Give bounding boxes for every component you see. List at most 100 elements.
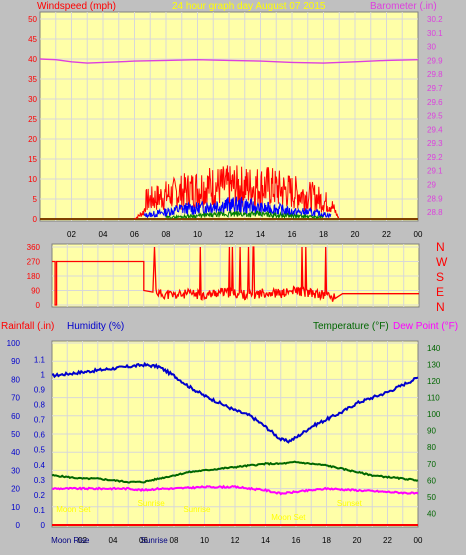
wind-time-tick-labels: 02 04 06 08 10 12 14 16 18 20 22 00 — [67, 230, 423, 239]
barometer-axis-title: Barometer (.in) — [370, 1, 437, 12]
humidity-tick-label: 0 — [16, 521, 21, 530]
humidity-tick-label: 70 — [11, 394, 20, 403]
time-tick-label: 04 — [109, 536, 118, 545]
windavg-line — [165, 209, 324, 220]
time-tick-label: 14 — [256, 230, 265, 239]
dewpoint-line — [51, 484, 419, 496]
humidity-tick-label: 60 — [11, 412, 20, 421]
astro-annotation: Moon Set — [271, 513, 306, 522]
temp-series — [51, 361, 419, 526]
time-tick-label: 22 — [383, 536, 392, 545]
humidity-tick-label: 90 — [11, 357, 20, 366]
windspeed-axis-title: Windspeed (mph) — [37, 1, 116, 12]
temperature-tick-label: 90 — [427, 427, 436, 436]
rainfall-tick-label: 0.2 — [34, 491, 46, 500]
astro-bottom-label: Sunrise — [141, 536, 169, 545]
temperature-tick-labels: 40 50 60 70 80 90 100 110 120 130 140 — [427, 344, 441, 518]
humidity-tick-label: 20 — [11, 485, 20, 494]
time-tick-label: 20 — [353, 536, 362, 545]
rainfall-tick-label: 0.8 — [34, 401, 46, 410]
humidity-tick-label: 10 — [11, 503, 20, 512]
barometer-tick-label: 29.2 — [427, 153, 443, 162]
temperature-tick-label: 120 — [427, 377, 441, 386]
temperature-tick-label: 100 — [427, 410, 441, 419]
graph-title: 24 hour graph day August 07 2015 — [172, 1, 326, 12]
windspeed-line — [134, 165, 340, 220]
time-tick-label: 12 — [231, 536, 240, 545]
barometer-tick-label: 29.1 — [427, 167, 443, 176]
barometer-tick-label: 28.8 — [427, 208, 443, 217]
direction-tick-label: 180 — [27, 272, 41, 281]
humidity-tick-label: 100 — [7, 339, 21, 348]
rainfall-tick-label: 1 — [41, 370, 46, 379]
humidity-tick-label: 40 — [11, 448, 20, 457]
temp-time-tick-labels: 02 04 06 08 10 12 14 16 18 20 22 00 — [78, 536, 423, 545]
astro-annotations: Moon Set Sunrise Sunrise Moon Set Sunset Moon… — [51, 499, 362, 545]
time-tick-label: 18 — [319, 230, 328, 239]
rainfall-tick-label: 0.7 — [34, 416, 46, 425]
temperature-tick-label: 130 — [427, 361, 441, 370]
direction-line — [52, 246, 419, 306]
barometer-tick-label: 30.1 — [427, 29, 443, 38]
rainfall-tick-label: 0.4 — [34, 461, 46, 470]
barometer-tick-label: 29.9 — [427, 56, 443, 65]
time-tick-label: 10 — [200, 536, 209, 545]
windspeed-tick-labels: 0 5 10 15 20 25 30 35 40 45 50 — [28, 15, 37, 224]
humidity-line — [51, 361, 419, 444]
rainfall-tick-label: 0.6 — [34, 431, 46, 440]
barometer-tick-label: 29 — [427, 181, 436, 190]
wind-series — [39, 58, 419, 220]
direction-tick-label: 90 — [31, 287, 40, 296]
time-tick-label: 06 — [139, 536, 148, 545]
time-tick-label: 02 — [67, 230, 76, 239]
temperature-tick-label: 50 — [427, 493, 436, 502]
direction-tick-label: 360 — [27, 243, 41, 252]
direction-tick-label: 0 — [36, 301, 41, 310]
time-tick-label: 08 — [162, 230, 171, 239]
temperature-tick-label: 140 — [427, 344, 441, 353]
temperature-tick-label: 60 — [427, 476, 436, 485]
windspeed-tick-label: 20 — [28, 135, 37, 144]
time-tick-label: 00 — [414, 230, 423, 239]
barometer-tick-label: 29.6 — [427, 98, 443, 107]
humidity-tick-label: 80 — [11, 375, 20, 384]
barometer-line — [39, 58, 419, 64]
rainfall-tick-label: 0.1 — [34, 506, 46, 515]
time-tick-label: 10 — [193, 230, 202, 239]
time-tick-label: 16 — [288, 230, 297, 239]
time-tick-label: 04 — [99, 230, 108, 239]
temperature-axis-title: Temperature (°F) — [313, 321, 389, 332]
time-tick-label: 06 — [130, 230, 139, 239]
windspeed-tick-label: 30 — [28, 95, 37, 104]
compass-label: N — [436, 300, 445, 314]
windspeed-tick-label: 40 — [28, 55, 37, 64]
direction-tick-labels: 0 90 180 270 360 — [27, 243, 41, 310]
compass-label: W — [436, 255, 448, 269]
time-tick-label: 18 — [322, 536, 331, 545]
time-tick-label: 20 — [351, 230, 360, 239]
compass-label: S — [436, 270, 444, 284]
time-tick-label: 00 — [414, 536, 423, 545]
humidity-tick-labels: 0 10 20 30 40 50 60 70 80 90 100 — [7, 339, 21, 530]
rainfall-axis-title: Rainfall (.in) — [1, 321, 54, 332]
dewpoint-axis-title: Dew Point (°F) — [393, 321, 458, 332]
time-tick-label: 02 — [78, 536, 87, 545]
astro-annotation: Moon Set — [56, 505, 91, 514]
barometer-tick-label: 29.5 — [427, 112, 443, 121]
temperature-tick-label: 70 — [427, 460, 436, 469]
barometer-tick-label: 30.2 — [427, 15, 443, 24]
barometer-tick-label: 29.3 — [427, 139, 443, 148]
rainfall-tick-labels: 0 0.1 0.2 0.3 0.4 0.5 0.6 0.7 0.8 0.9 1 1.1 — [34, 355, 46, 530]
windspeed-tick-label: 50 — [28, 15, 37, 24]
time-tick-label: 14 — [261, 536, 270, 545]
time-tick-label: 08 — [170, 536, 179, 545]
humidity-tick-label: 30 — [11, 466, 20, 475]
windspeed-tick-label: 25 — [28, 115, 37, 124]
barometer-tick-label: 29.4 — [427, 125, 443, 134]
humidity-tick-label: 50 — [11, 430, 20, 439]
